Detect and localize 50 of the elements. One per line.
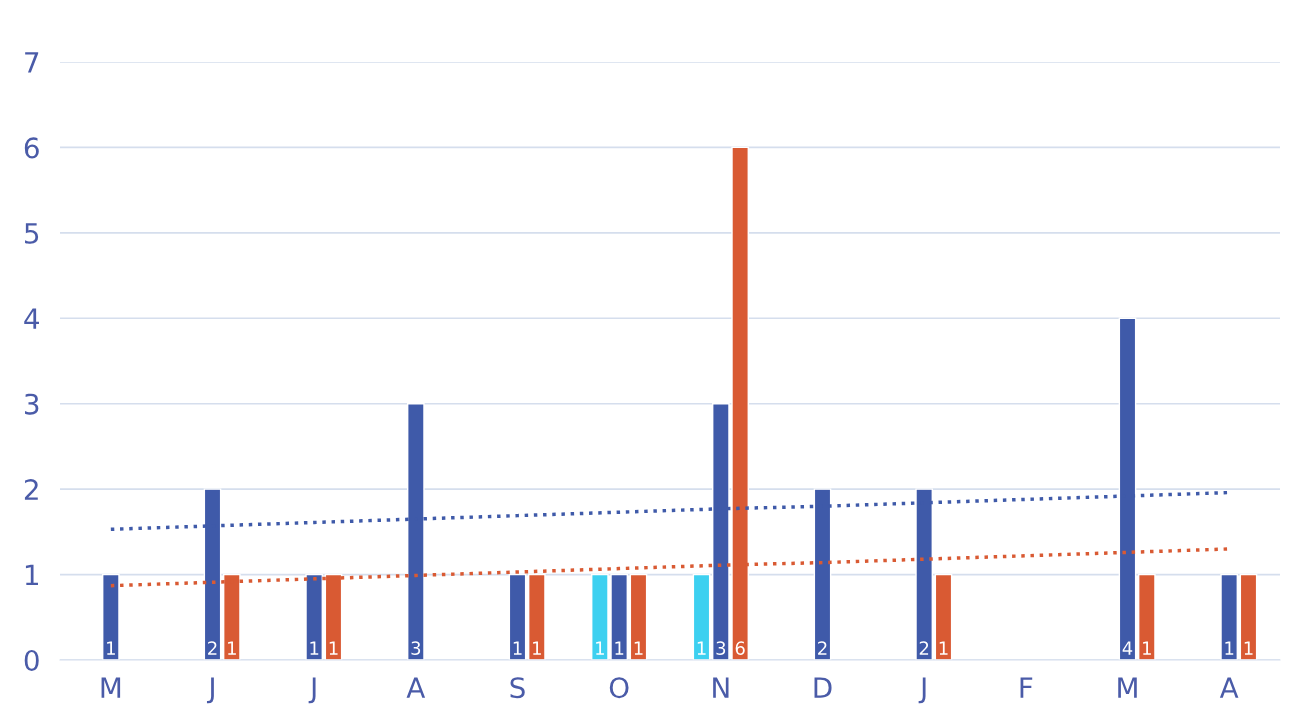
data-label: 1 bbox=[310, 641, 319, 655]
bar bbox=[305, 573, 323, 660]
bar bbox=[508, 573, 527, 660]
bar bbox=[934, 573, 953, 660]
bar bbox=[102, 573, 120, 660]
data-label: 1 bbox=[1225, 641, 1234, 655]
data-label: 1 bbox=[939, 641, 948, 655]
data-label: 1 bbox=[1244, 641, 1253, 655]
y-tick-label: 2 bbox=[24, 479, 38, 500]
data-label: 1 bbox=[1143, 641, 1151, 655]
y-tick-label: 7 bbox=[25, 52, 39, 73]
data-label: 2 bbox=[818, 641, 827, 655]
x-tick-label: J bbox=[308, 677, 316, 704]
data-label: 1 bbox=[634, 641, 643, 655]
y-tick-label: 4 bbox=[24, 308, 39, 329]
y-tick-label: 1 bbox=[25, 564, 38, 586]
x-tick-label: J bbox=[206, 677, 214, 704]
x-tick-label: M bbox=[1118, 677, 1137, 698]
x-tick-label: O bbox=[609, 677, 629, 699]
x-tick-label: F bbox=[1020, 677, 1033, 698]
data-label: 1 bbox=[107, 641, 115, 655]
y-tick-label: 0 bbox=[24, 649, 39, 671]
data-label: 1 bbox=[596, 641, 604, 655]
data-label: 1 bbox=[513, 641, 522, 655]
data-label: 1 bbox=[228, 641, 236, 655]
data-label: 4 bbox=[1122, 641, 1133, 655]
bar bbox=[1239, 573, 1258, 660]
data-label: 1 bbox=[697, 641, 706, 655]
x-tick-label: A bbox=[1219, 677, 1239, 698]
bar bbox=[629, 573, 648, 660]
bar bbox=[692, 573, 711, 660]
data-label: 1 bbox=[615, 641, 624, 655]
x-tick-label: A bbox=[406, 677, 426, 698]
data-label: 2 bbox=[208, 641, 217, 655]
x-tick-label: M bbox=[101, 677, 121, 698]
bar bbox=[1137, 573, 1156, 660]
y-tick-label: 6 bbox=[24, 137, 39, 159]
x-tick-label: J bbox=[918, 677, 926, 704]
x-tick-label: S bbox=[510, 677, 525, 699]
y-tick-label: 5 bbox=[25, 223, 39, 244]
bar bbox=[1220, 573, 1238, 660]
data-label: 1 bbox=[533, 641, 541, 655]
y-tick-label: 3 bbox=[25, 393, 39, 415]
data-label: 3 bbox=[411, 641, 421, 655]
data-label: 1 bbox=[329, 641, 338, 655]
x-tick-label: N bbox=[713, 677, 729, 698]
data-label: 3 bbox=[716, 641, 726, 655]
data-label: 6 bbox=[735, 641, 745, 655]
x-tick-label: D bbox=[814, 677, 832, 698]
data-label: 2 bbox=[919, 641, 929, 655]
